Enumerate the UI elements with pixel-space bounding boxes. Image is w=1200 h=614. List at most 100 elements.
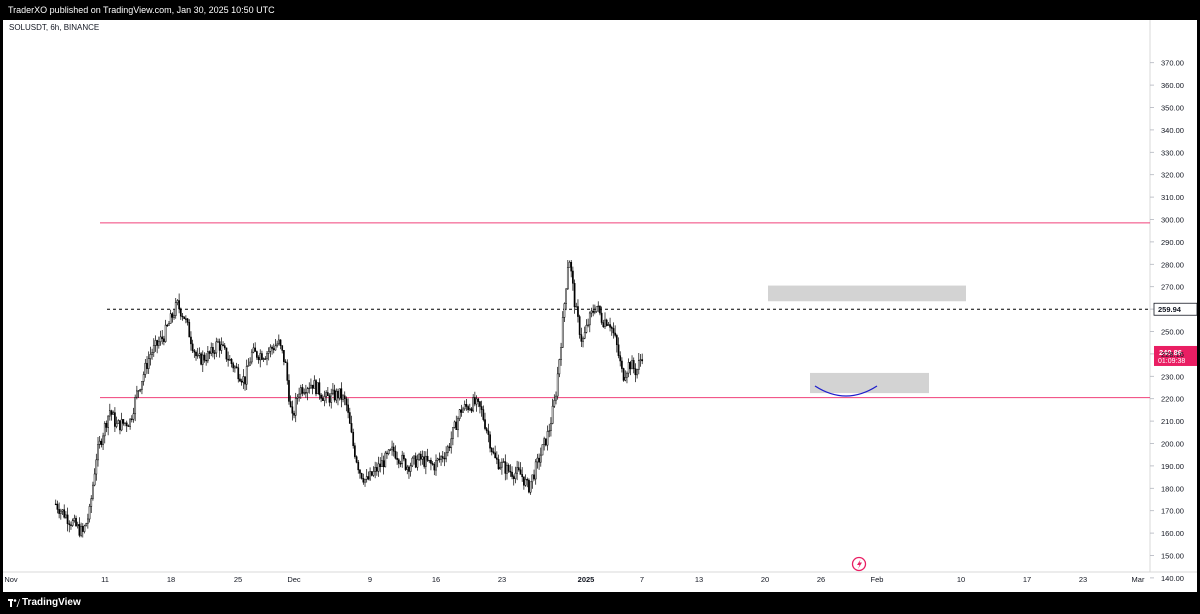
candle — [467, 404, 469, 413]
candle — [558, 358, 561, 378]
candle-body — [203, 354, 206, 361]
candle-body — [205, 359, 208, 362]
candle-body — [190, 336, 192, 345]
candle-body — [399, 463, 402, 465]
candle — [134, 394, 137, 422]
candle-body — [555, 395, 557, 401]
candle — [303, 388, 306, 396]
candle-body — [325, 392, 327, 397]
candle-body — [59, 510, 62, 514]
candle-body — [431, 463, 434, 465]
candle-body — [193, 350, 196, 353]
candle-body — [159, 336, 162, 343]
candle-body — [139, 389, 142, 391]
candle-body — [102, 435, 104, 445]
candle-body — [558, 359, 561, 375]
candle-body — [338, 388, 341, 399]
candle-body — [609, 324, 611, 328]
candle-body — [474, 397, 476, 405]
candle — [289, 395, 292, 408]
candle — [369, 467, 371, 481]
candle — [465, 399, 468, 411]
candle-body — [539, 454, 542, 463]
candle — [259, 349, 262, 368]
candle-body — [619, 355, 622, 362]
candle-body — [264, 358, 267, 360]
candle — [321, 394, 324, 401]
candle — [355, 455, 358, 464]
candle-body — [147, 358, 150, 369]
candle — [141, 381, 143, 395]
candle — [543, 436, 546, 451]
candle-body — [149, 354, 152, 359]
candle-body — [504, 461, 507, 474]
candle — [239, 374, 241, 382]
candle-body — [174, 302, 177, 316]
candle-body — [125, 422, 128, 427]
candle-body — [577, 306, 579, 317]
price-chart[interactable]: SOLUSDT, 6h, BINANCE 370.00 360.00 350.00 3… — [3, 20, 1198, 592]
candle — [247, 358, 250, 367]
flash-icon[interactable] — [851, 556, 867, 572]
time-axis-label: 23 — [498, 575, 506, 584]
candle-body — [305, 392, 307, 394]
candle-body — [105, 423, 108, 428]
candle-body — [580, 334, 583, 342]
candle-body — [213, 352, 216, 354]
candle-body — [81, 526, 84, 532]
candle — [359, 469, 361, 479]
candle — [205, 352, 208, 366]
candle-body — [70, 524, 72, 526]
candle-body — [217, 341, 219, 343]
candle-body — [636, 369, 638, 376]
candle — [570, 260, 573, 278]
candle-body — [582, 338, 584, 342]
demand-zone — [810, 372, 929, 394]
candle-body — [556, 373, 559, 397]
candle-body — [391, 446, 393, 450]
candle — [250, 349, 253, 365]
candle — [448, 443, 451, 452]
candle — [56, 500, 59, 514]
candle-body — [411, 457, 414, 467]
candle — [137, 390, 140, 398]
candle — [507, 463, 510, 473]
candle — [348, 407, 351, 424]
candle-body — [632, 360, 635, 369]
candle — [286, 359, 289, 385]
candle-body — [448, 446, 451, 449]
candle — [112, 410, 115, 415]
candle — [350, 415, 353, 434]
candle-body — [617, 344, 620, 356]
candle-body — [463, 404, 466, 410]
candle-body — [348, 412, 351, 424]
candle-body — [293, 412, 295, 416]
candle — [517, 461, 520, 472]
candle-body — [409, 465, 412, 472]
candle-body — [110, 410, 113, 415]
candle — [185, 315, 187, 324]
candle-body — [66, 514, 69, 524]
candle — [460, 404, 463, 417]
candle-body — [382, 460, 385, 468]
candle-body — [244, 376, 246, 385]
candle-body — [511, 471, 513, 477]
candle-body — [531, 474, 534, 483]
candle — [612, 322, 615, 339]
candle — [430, 457, 432, 471]
candle — [578, 314, 581, 339]
candle-body — [401, 454, 404, 464]
candle — [299, 384, 302, 399]
chart-frame[interactable]: SOLUSDT, 6h, BINANCE 370.00 360.00 350.00 3… — [3, 20, 1198, 592]
candle — [556, 366, 559, 400]
time-axis-label: 13 — [695, 575, 703, 584]
candle — [234, 365, 236, 373]
candle — [261, 350, 263, 361]
candle-body — [477, 398, 480, 402]
candle-body — [419, 453, 422, 460]
candle-body — [416, 459, 419, 468]
candle-body — [93, 473, 96, 486]
candle — [357, 460, 360, 474]
candle-body — [426, 455, 429, 461]
candle — [68, 520, 71, 533]
